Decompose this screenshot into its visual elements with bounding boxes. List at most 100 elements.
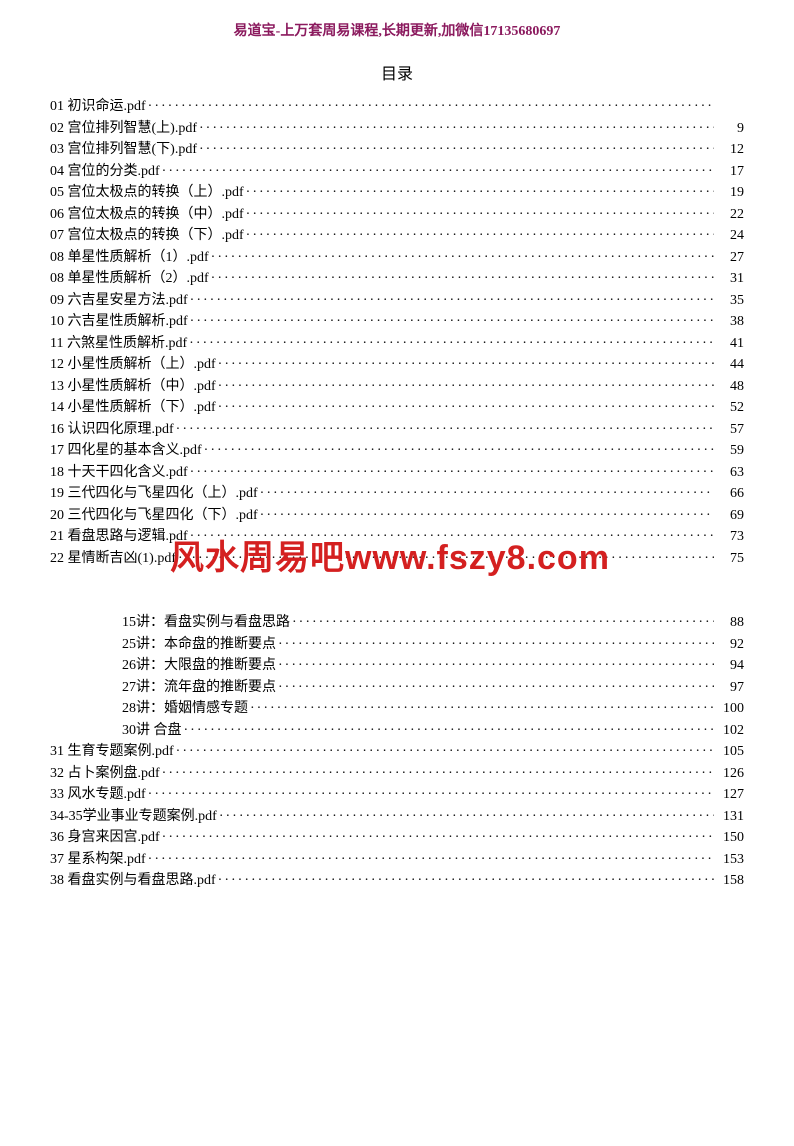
toc-entry: 15讲：看盘实例与看盘思路88 (50, 612, 744, 634)
toc-entry: 30讲 合盘 102 (50, 720, 744, 742)
toc-leader-dots (278, 634, 714, 648)
toc-entry-page: 12 (716, 139, 744, 161)
toc-container: 01 初识命运.pdf02 宫位排列智慧(上).pdf903 宫位排列智慧(下)… (50, 96, 744, 892)
toc-entry-page: 57 (716, 419, 744, 441)
toc-entry-label: 26讲：大限盘的推断要点 (122, 655, 276, 677)
toc-entry: 11 六煞星性质解析.pdf 41 (50, 333, 744, 355)
toc-entry-page: 97 (716, 677, 744, 699)
toc-entry-label: 18 十天干四化含义.pdf (50, 462, 188, 484)
toc-entry: 02 宫位排列智慧(上).pdf9 (50, 118, 744, 140)
toc-entry-page: 22 (716, 204, 744, 226)
toc-entry-label: 30讲 合盘 (122, 720, 182, 742)
toc-entry: 06 宫位太极点的转换（中）.pdf 22 (50, 204, 744, 226)
toc-entry-page: 17 (716, 161, 744, 183)
toc-entry-label: 11 六煞星性质解析.pdf (50, 333, 187, 355)
toc-entry-label: 21 看盘思路与逻辑.pdf (50, 526, 188, 548)
toc-leader-dots (189, 333, 714, 347)
toc-entry-page: 102 (716, 720, 744, 742)
toc-entry-page: 131 (716, 806, 744, 828)
toc-entry-label: 16 认识四化原理.pdf (50, 419, 174, 441)
toc-leader-dots (204, 440, 714, 454)
toc-entry-page: 158 (716, 870, 744, 892)
toc-entry: 08 单星性质解析（2）.pdf 31 (50, 268, 744, 290)
toc-leader-dots (211, 247, 714, 261)
toc-leader-dots (162, 827, 714, 841)
toc-leader-dots (278, 677, 714, 691)
toc-title: 目录 (50, 60, 744, 84)
toc-entry-label: 02 宫位排列智慧(上).pdf (50, 118, 197, 140)
toc-leader-dots (148, 849, 714, 863)
toc-entry-page: 31 (716, 268, 744, 290)
toc-entry: 16 认识四化原理.pdf 57 (50, 419, 744, 441)
toc-leader-dots (176, 419, 714, 433)
toc-leader-dots (278, 655, 714, 669)
toc-entry: 18 十天干四化含义.pdf63 (50, 462, 744, 484)
watermark-text: 风水周易吧www.fszy8.com (170, 530, 610, 579)
toc-entry-label: 08 单星性质解析（1）.pdf (50, 247, 209, 269)
toc-entry-page: 38 (716, 311, 744, 333)
toc-entry-page: 105 (716, 741, 744, 763)
toc-leader-dots (148, 784, 714, 798)
toc-entry: 31 生育专题案例.pdf105 (50, 741, 744, 763)
toc-entry-label: 37 星系构架.pdf (50, 849, 146, 871)
toc-entry: 04 宫位的分类.pdf 17 (50, 161, 744, 183)
toc-entry-label: 15讲：看盘实例与看盘思路 (122, 612, 290, 634)
toc-entry-page: 41 (716, 333, 744, 355)
toc-entry-label: 20 三代四化与飞星四化（下）.pdf (50, 505, 258, 527)
toc-entry-page: 126 (716, 763, 744, 785)
toc-entry-page: 73 (716, 526, 744, 548)
toc-entry-label: 01 初识命运.pdf (50, 96, 146, 118)
toc-entry-label: 03 宫位排列智慧(下).pdf (50, 139, 197, 161)
toc-leader-dots (246, 204, 714, 218)
toc-entry: 09 六吉星安星方法.pdf 35 (50, 290, 744, 312)
toc-entry-page: 44 (716, 354, 744, 376)
toc-leader-dots (162, 763, 714, 777)
toc-entry: 32 占卜案例盘.pdf 126 (50, 763, 744, 785)
toc-entry-page: 52 (716, 397, 744, 419)
toc-entry: 03 宫位排列智慧(下).pdf 12 (50, 139, 744, 161)
toc-entry-label: 10 六吉星性质解析.pdf (50, 311, 188, 333)
toc-leader-dots (246, 182, 714, 196)
toc-entry-page: 27 (716, 247, 744, 269)
page-header: 易道宝-上万套周易课程,长期更新,加微信17135680697 (50, 20, 744, 40)
toc-entry-page: 92 (716, 634, 744, 656)
toc-entry-page: 153 (716, 849, 744, 871)
toc-entry-label: 08 单星性质解析（2）.pdf (50, 268, 209, 290)
toc-leader-dots (218, 376, 714, 390)
toc-entry-label: 34-35学业事业专题案例.pdf (50, 806, 217, 828)
toc-entry-label: 33 风水专题.pdf (50, 784, 146, 806)
toc-leader-dots (246, 225, 714, 239)
toc-entry: 01 初识命运.pdf (50, 96, 744, 118)
toc-entry: 25讲：本命盘的推断要点92 (50, 634, 744, 656)
toc-entry-page: 66 (716, 483, 744, 505)
toc-entry: 28讲：婚姻情感专题100 (50, 698, 744, 720)
toc-entry-label: 27讲：流年盘的推断要点 (122, 677, 276, 699)
toc-entry-page: 69 (716, 505, 744, 527)
toc-leader-dots (184, 720, 715, 734)
toc-leader-dots (218, 354, 714, 368)
toc-leader-dots (260, 483, 714, 497)
toc-entry-page: 150 (716, 827, 744, 849)
toc-entry-label: 38 看盘实例与看盘思路.pdf (50, 870, 216, 892)
toc-leader-dots (250, 698, 714, 712)
toc-entry: 26讲：大限盘的推断要点94 (50, 655, 744, 677)
toc-entry-label: 36 身宫来因宫.pdf (50, 827, 160, 849)
toc-entry: 33 风水专题.pdf127 (50, 784, 744, 806)
toc-entry-label: 04 宫位的分类.pdf (50, 161, 160, 183)
toc-entry-label: 32 占卜案例盘.pdf (50, 763, 160, 785)
toc-leader-dots (176, 741, 714, 755)
toc-entry-label: 17 四化星的基本含义.pdf (50, 440, 202, 462)
toc-entry-page: 100 (716, 698, 744, 720)
toc-entry: 05 宫位太极点的转换（上）.pdf19 (50, 182, 744, 204)
toc-entry-page: 59 (716, 440, 744, 462)
toc-entry-page: 35 (716, 290, 744, 312)
toc-entry-page: 24 (716, 225, 744, 247)
toc-entry-label: 09 六吉星安星方法.pdf (50, 290, 188, 312)
toc-entry-label: 06 宫位太极点的转换（中）.pdf (50, 204, 244, 226)
toc-leader-dots (148, 96, 714, 110)
toc-entry-page: 19 (716, 182, 744, 204)
toc-entry: 36 身宫来因宫.pdf 150 (50, 827, 744, 849)
toc-leader-dots (219, 806, 714, 820)
toc-entry: 37 星系构架.pdf 153 (50, 849, 744, 871)
toc-entry: 12 小星性质解析（上）.pdf44 (50, 354, 744, 376)
